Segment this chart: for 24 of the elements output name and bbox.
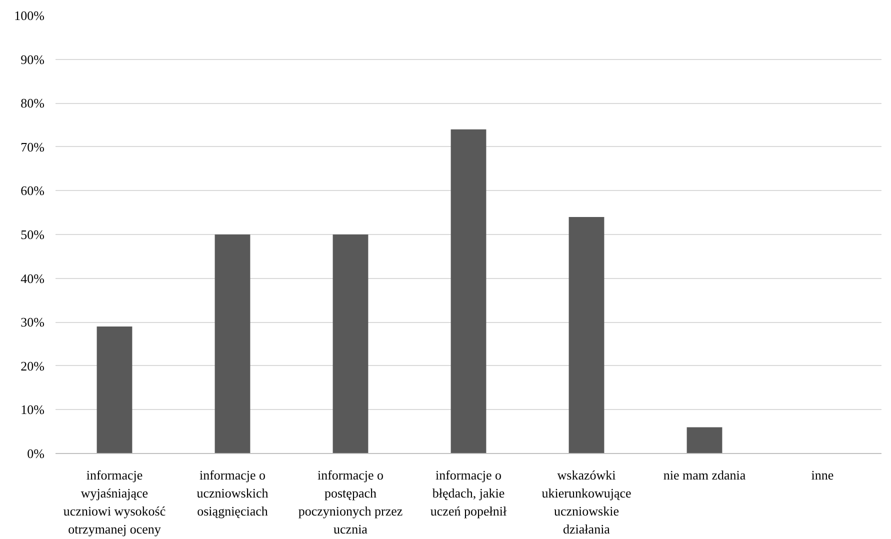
bar: [686, 427, 722, 454]
y-tick-label: 20%: [20, 358, 45, 374]
y-tick-label: 0%: [27, 446, 45, 461]
y-tick-label: 70%: [20, 139, 45, 154]
x-tick-label: inne: [811, 468, 834, 482]
y-tick-label: 10%: [20, 402, 45, 418]
y-tick-label: 80%: [20, 96, 45, 111]
bar: [450, 129, 486, 454]
x-tick-label: informacje o uczniowskich osiągnięciach: [196, 468, 269, 518]
bar: [568, 216, 604, 454]
y-tick-label: 100%: [14, 8, 45, 23]
y-tick-label: 40%: [20, 270, 45, 286]
y-tick-label: 30%: [20, 314, 45, 330]
bar: [332, 234, 368, 454]
x-tick-label: informacje o postępach poczynionych przez ucznia: [298, 468, 403, 536]
bar: [96, 326, 132, 454]
x-tick-label: informacje o błędach, jakie uczeń popełnił: [430, 468, 507, 518]
x-tick-label: nie mam zdania: [663, 468, 746, 482]
bar: [214, 234, 250, 454]
x-tick-label: wskazówki ukierunkowujące uczniowskie działania: [542, 468, 632, 536]
x-tick-label: informacje wyjaśniające uczniowi wysokość otrzymanej oceny: [63, 468, 166, 536]
y-tick-label: 50%: [20, 227, 45, 242]
y-tick-label: 90%: [20, 52, 45, 67]
y-tick-label: 60%: [20, 183, 45, 198]
